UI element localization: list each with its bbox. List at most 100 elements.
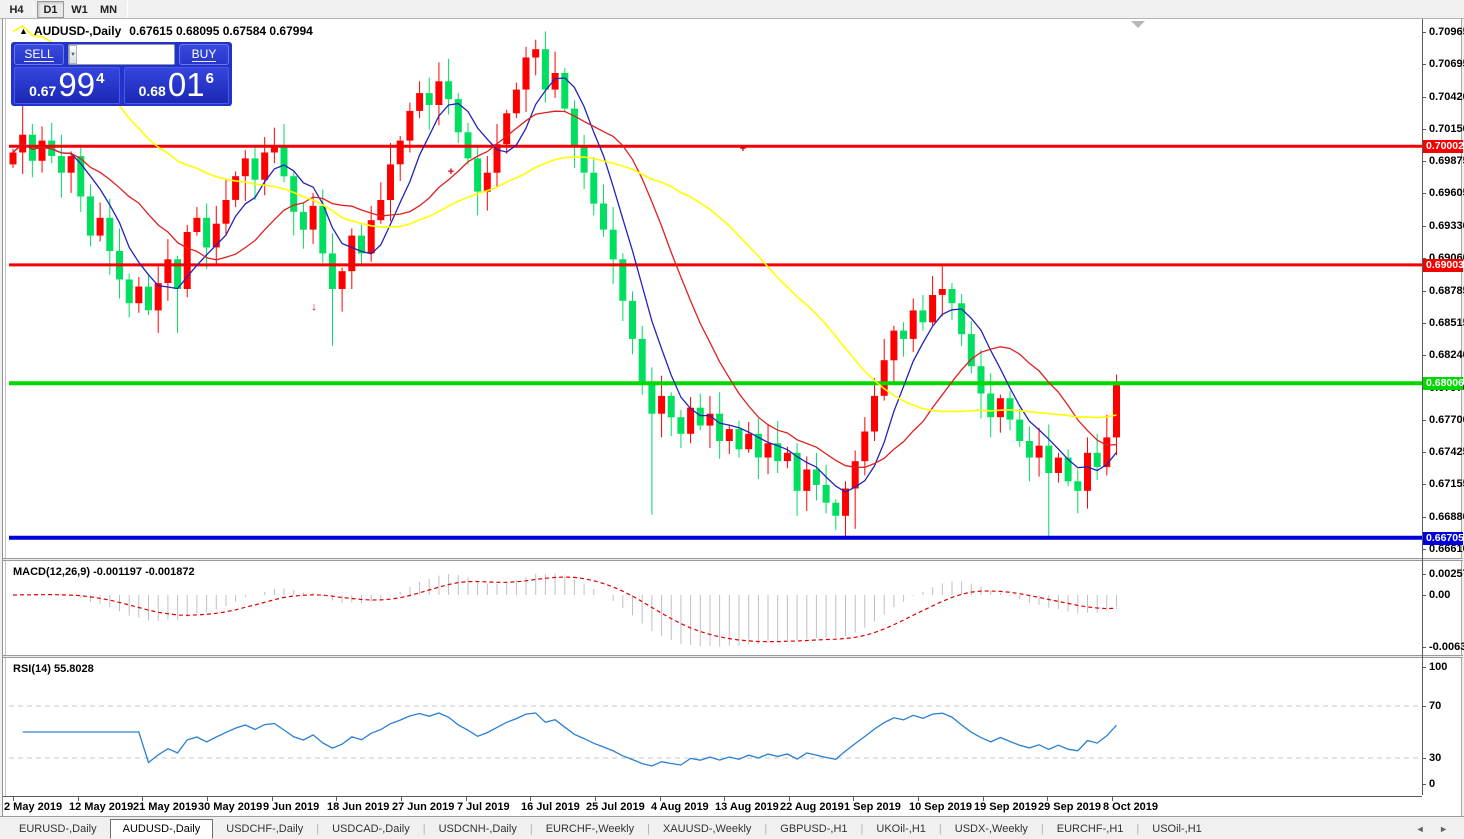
axis-tick	[1422, 758, 1426, 759]
trade-prices-row: 0.67 99 4 0.68 01 6	[14, 67, 229, 104]
rsi-label: RSI(14) 55.8028	[13, 663, 94, 675]
date-label: 18 Jun 2019	[327, 801, 390, 813]
date-tick	[724, 797, 725, 801]
chart-tab-ukoil[interactable]: UKOil-,H1	[876, 823, 926, 835]
timeframe-button-d1[interactable]: D1	[37, 0, 64, 18]
timeframe-toolbar: H4 D1 W1 MN	[0, 0, 1464, 19]
date-label: 21 May 2019	[133, 801, 198, 813]
date-tick	[595, 797, 596, 801]
date-label: 1 Sep 2019	[844, 801, 901, 813]
date-label: 7 Jul 2019	[457, 801, 510, 813]
volume-input[interactable]	[76, 45, 174, 64]
axis-tick	[1422, 574, 1426, 575]
axis-tick	[1422, 595, 1426, 596]
chart-tab-eurchf[interactable]: EURCHF-,Weekly	[545, 823, 635, 835]
rsi-indicator-pane[interactable]	[9, 658, 1422, 795]
candles	[9, 31, 1120, 540]
date-label: 8 Oct 2019	[1103, 801, 1159, 813]
axis-tick	[1422, 784, 1426, 785]
pane-splitter-macd[interactable]	[3, 558, 1463, 561]
chart-tab-gbpusd[interactable]: GBPUSD-,H1	[780, 823, 848, 835]
chart-tab-usdcnh[interactable]: USDCNH-,Daily	[438, 823, 517, 835]
date-tick	[142, 797, 143, 801]
rsi-axis-label: 30	[1429, 752, 1442, 764]
sell-button[interactable]: SELL	[14, 44, 64, 65]
price-line-tag: 0.68006	[1423, 377, 1464, 390]
buy-price-big: 01	[167, 66, 205, 103]
tab-separator: |	[1040, 823, 1044, 835]
chart-tab-usdchf[interactable]: USDCHF-,Daily	[226, 823, 304, 835]
axis-tick	[1422, 667, 1426, 668]
trade-controls-row: SELL ▼ ▲ BUY	[14, 44, 229, 65]
toolbar-separator	[127, 0, 128, 18]
spin-down-icon: ▼	[70, 51, 76, 58]
axis-tick	[1422, 420, 1426, 421]
chart-tab-xauusd[interactable]: XAUUSD-,Weekly	[662, 823, 752, 835]
date-tick	[789, 797, 790, 801]
chart-tab-eurchf[interactable]: EURCHF-,H1	[1056, 823, 1124, 835]
collapse-panel-icon[interactable]: ▲	[19, 26, 28, 36]
price-axis-border	[1422, 19, 1423, 795]
axis-tick	[1422, 647, 1426, 648]
toolbar-separator	[33, 2, 34, 16]
buy-price-pip: 6	[205, 70, 214, 87]
date-label: 13 Aug 2019	[715, 801, 779, 813]
timeframe-button-mn[interactable]: MN	[99, 3, 118, 16]
chart-shift-marker-icon	[1131, 21, 1145, 28]
macd-indicator-pane[interactable]	[9, 561, 1422, 655]
volume-decrease-button[interactable]: ▼	[69, 45, 77, 64]
date-tick	[918, 797, 919, 801]
tab-separator: |	[860, 823, 864, 835]
chart-tab-usdcad[interactable]: USDCAD-,Daily	[332, 823, 410, 835]
chart-symbol-label: AUDUSD-,Daily	[33, 24, 122, 38]
axis-tick	[1422, 64, 1426, 65]
date-tick	[853, 797, 854, 801]
price-line-tag: 0.69003	[1423, 259, 1464, 272]
chart-title: ▲ AUDUSD-,Daily 0.67615 0.68095 0.67584 0.…	[19, 24, 313, 38]
chart-tab-usoil[interactable]: USOil-,H1	[1152, 823, 1202, 835]
date-axis: 2 May 2019 12 May 2019 21 May 2019 30 May 2…	[3, 796, 1422, 816]
price-axis-label: 0.69605	[1429, 187, 1464, 199]
price-line-tag: 0.70002	[1423, 140, 1464, 153]
chart-tab-eurusd[interactable]: EURUSD-,Daily	[19, 823, 97, 835]
axis-tick	[1422, 452, 1426, 453]
axis-tick	[1422, 97, 1426, 98]
svg-text:↓: ↓	[311, 301, 317, 313]
timeframe-button-w1[interactable]: W1	[71, 3, 88, 16]
axis-tick	[1422, 355, 1426, 356]
pane-splitter-rsi[interactable]	[3, 655, 1463, 658]
price-axis-label: 0.68785	[1429, 285, 1464, 297]
axis-tick	[1422, 706, 1426, 707]
svg-text:+: +	[448, 166, 454, 178]
buy-price-display[interactable]: 0.68 01 6	[123, 66, 229, 104]
chart-tab-bar: EURUSD-,Daily AUDUSD-,Daily USDCHF-,Daily |…	[0, 816, 1464, 839]
date-tick	[13, 797, 14, 801]
buy-button[interactable]: BUY	[179, 44, 229, 65]
date-tick	[207, 797, 208, 801]
date-tick	[1112, 797, 1113, 801]
tab-separator: |	[316, 823, 320, 835]
buy-price-prefix: 0.68	[138, 83, 166, 99]
timeframe-button-h4[interactable]: H4	[9, 3, 24, 16]
sell-price-pip: 4	[96, 70, 105, 87]
date-tick	[983, 797, 984, 801]
tab-separator: |	[647, 823, 650, 835]
candlestick-chart[interactable]: ↓ + +	[9, 19, 1422, 558]
tab-scroll-arrows-icon[interactable]: ◄ ►	[1415, 824, 1454, 834]
date-label: 29 Sep 2019	[1038, 801, 1101, 813]
chart-tab-audusd[interactable]: AUDUSD-,Daily	[109, 819, 214, 839]
date-label: 16 Jul 2019	[521, 801, 580, 813]
chart-tab-usdx[interactable]: USDX-,Weekly	[954, 823, 1028, 835]
date-label: 2 May 2019	[4, 801, 63, 813]
sell-price-display[interactable]: 0.67 99 4	[14, 67, 120, 104]
date-label: 10 Sep 2019	[909, 801, 972, 813]
axis-tick	[1422, 291, 1426, 292]
date-label: 25 Jul 2019	[586, 801, 645, 813]
date-label: 19 Sep 2019	[974, 801, 1037, 813]
rsi-axis-label: 0	[1429, 778, 1436, 790]
axis-tick	[1422, 32, 1426, 33]
axis-tick	[1422, 258, 1426, 259]
